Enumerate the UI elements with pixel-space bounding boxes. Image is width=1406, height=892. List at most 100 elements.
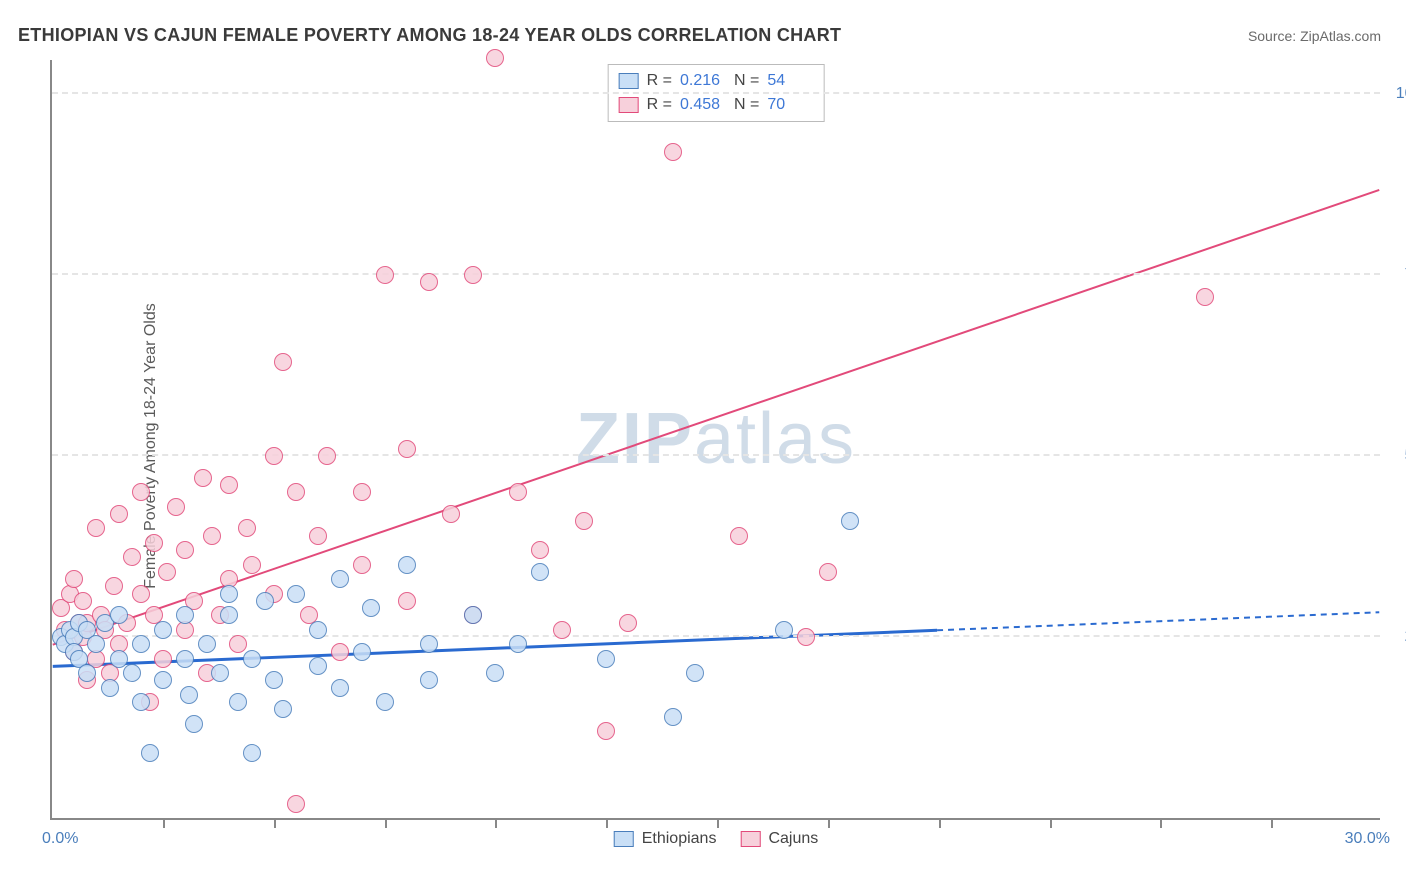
data-point [509, 635, 527, 653]
data-point [176, 606, 194, 624]
data-point [464, 266, 482, 284]
data-point [287, 585, 305, 603]
x-tick [717, 818, 719, 828]
data-point [203, 527, 221, 545]
y-tick-label: 75.0% [1390, 266, 1406, 284]
x-tick [495, 818, 497, 828]
data-point [398, 556, 416, 574]
data-point [229, 635, 247, 653]
data-point [105, 577, 123, 595]
data-point [420, 671, 438, 689]
data-point [194, 469, 212, 487]
data-point [775, 621, 793, 639]
gridline [52, 273, 1380, 275]
data-point [597, 650, 615, 668]
data-point [132, 693, 150, 711]
legend-swatch [619, 73, 639, 89]
x-axis-max-label: 30.0% [1345, 830, 1390, 848]
data-point [619, 614, 637, 632]
x-tick [1160, 818, 1162, 828]
data-point [132, 483, 150, 501]
data-point [420, 635, 438, 653]
data-point [229, 693, 247, 711]
data-point [553, 621, 571, 639]
data-point [265, 447, 283, 465]
data-point [110, 650, 128, 668]
y-tick-label: 100.0% [1390, 85, 1406, 103]
r-value: 0.458 [680, 93, 726, 117]
data-point [256, 592, 274, 610]
gridline [52, 635, 1380, 637]
data-point [65, 570, 83, 588]
data-point [243, 556, 261, 574]
y-tick-label: 50.0% [1390, 447, 1406, 465]
data-point [331, 679, 349, 697]
x-tick [385, 818, 387, 828]
data-point [841, 512, 859, 530]
legend-label: Ethiopians [642, 830, 717, 848]
data-point [154, 621, 172, 639]
data-point [185, 715, 203, 733]
data-point [309, 527, 327, 545]
data-point [220, 476, 238, 494]
data-point [145, 534, 163, 552]
x-tick [606, 818, 608, 828]
data-point [78, 664, 96, 682]
legend-item: Ethiopians [614, 830, 717, 848]
data-point [158, 563, 176, 581]
data-point [176, 541, 194, 559]
data-point [180, 686, 198, 704]
data-point [730, 527, 748, 545]
data-point [486, 664, 504, 682]
x-tick [1050, 818, 1052, 828]
stat-label: R = [647, 93, 672, 117]
data-point [87, 519, 105, 537]
data-point [132, 585, 150, 603]
data-point [376, 266, 394, 284]
data-point [398, 440, 416, 458]
data-point [141, 744, 159, 762]
x-axis-min-label: 0.0% [42, 830, 78, 848]
stat-label: N = [734, 69, 759, 93]
data-point [509, 483, 527, 501]
series-legend: EthiopiansCajuns [614, 830, 819, 848]
data-point [74, 592, 92, 610]
stats-row: R = 0.458 N = 70 [619, 93, 814, 117]
x-tick [163, 818, 165, 828]
data-point [220, 585, 238, 603]
data-point [464, 606, 482, 624]
stat-label: N = [734, 93, 759, 117]
x-tick [939, 818, 941, 828]
data-point [154, 650, 172, 668]
data-point [110, 505, 128, 523]
data-point [287, 795, 305, 813]
scatter-plot-area: ZIPatlas R =0.216N =54R =0.458N =70 0.0%… [50, 60, 1380, 820]
data-point [87, 635, 105, 653]
stat-label: R = [647, 69, 672, 93]
data-point [318, 447, 336, 465]
data-point [1196, 288, 1214, 306]
data-point [664, 143, 682, 161]
n-value: 70 [767, 93, 813, 117]
stats-row: R =0.216N =54 [619, 69, 814, 93]
data-point [309, 657, 327, 675]
data-point [819, 563, 837, 581]
data-point [486, 49, 504, 67]
data-point [331, 570, 349, 588]
data-point [331, 643, 349, 661]
data-point [353, 556, 371, 574]
data-point [287, 483, 305, 501]
data-point [132, 635, 150, 653]
data-point [243, 744, 261, 762]
x-tick [1271, 818, 1273, 828]
data-point [686, 664, 704, 682]
legend-swatch [614, 831, 634, 847]
gridline [52, 92, 1380, 94]
data-point [198, 635, 216, 653]
data-point [353, 643, 371, 661]
data-point [211, 664, 229, 682]
source-attribution: Source: ZipAtlas.com [1248, 28, 1381, 44]
data-point [265, 671, 283, 689]
data-point [353, 483, 371, 501]
data-point [274, 353, 292, 371]
